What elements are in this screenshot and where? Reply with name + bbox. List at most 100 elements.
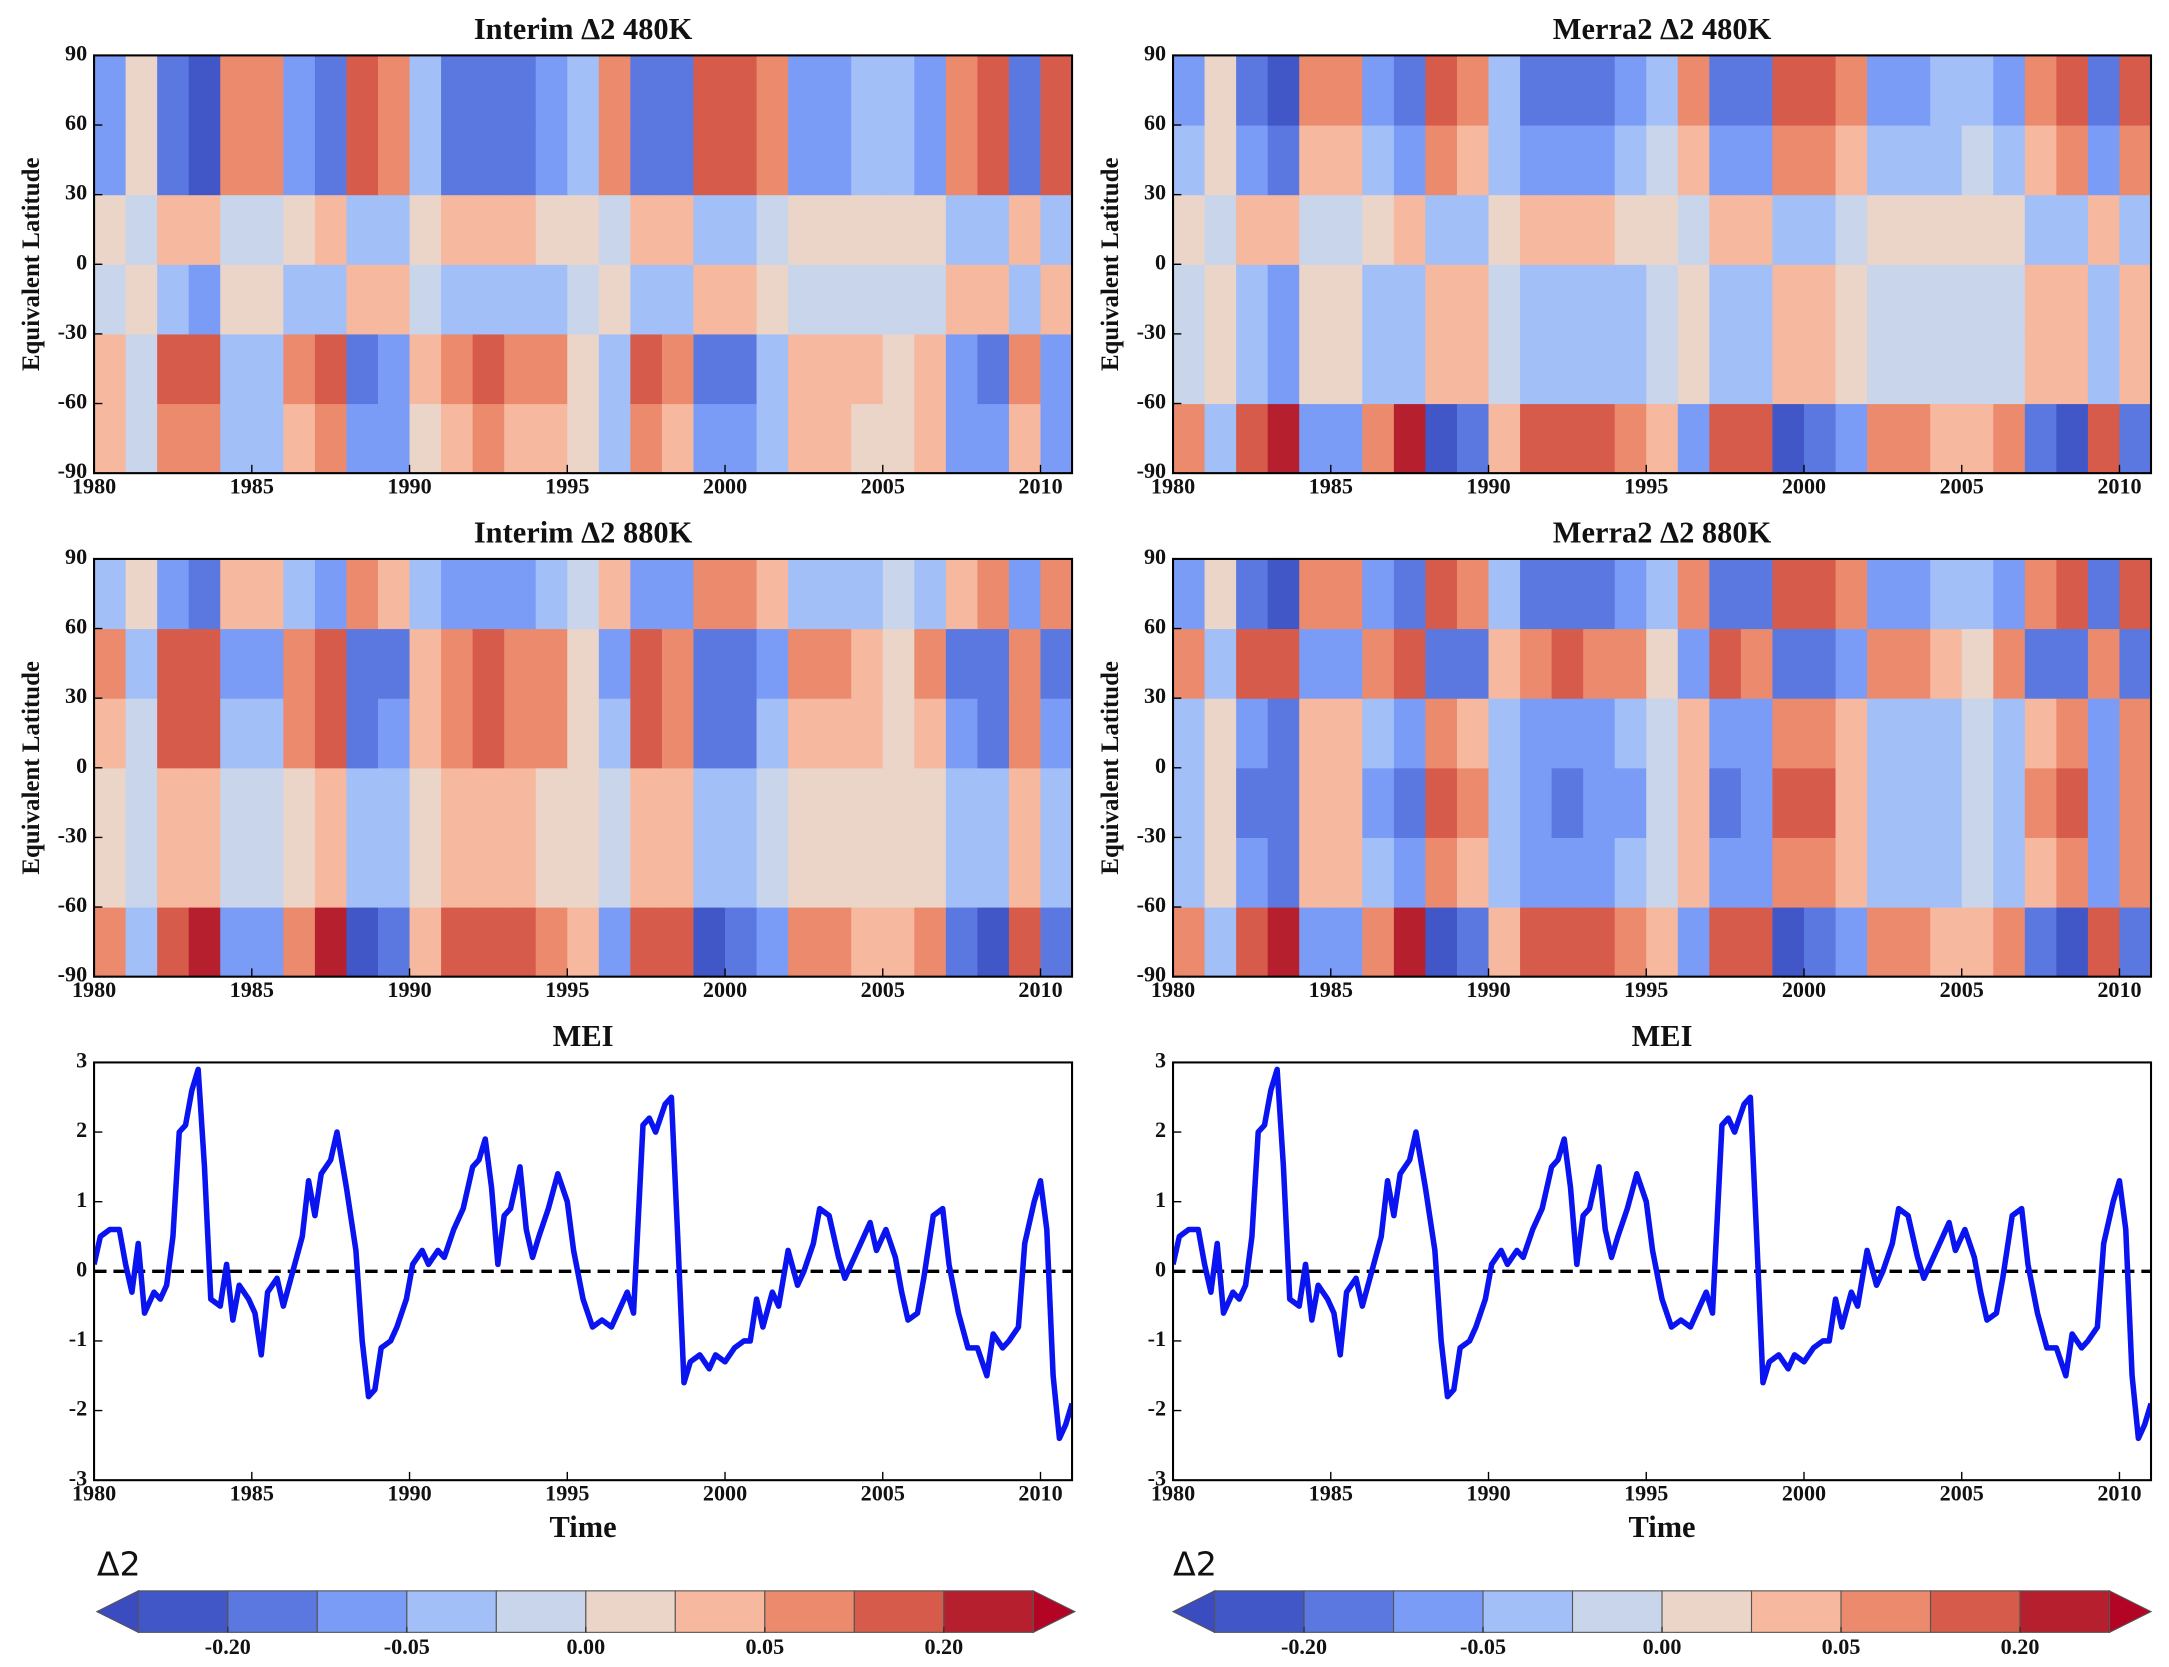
colorbar-tick-label: -0.20 — [1281, 1634, 1327, 1659]
heat-cell — [788, 837, 821, 908]
heat-cell — [882, 698, 915, 769]
heat-cell — [346, 558, 379, 630]
heat-cell — [788, 403, 821, 474]
heat-cell — [1456, 403, 1490, 474]
heat-cell — [1803, 194, 1837, 265]
heat-cell — [409, 907, 442, 978]
x-tick-label: 2005 — [1940, 473, 1984, 498]
heat-cell — [1488, 558, 1521, 630]
heat-cell — [1393, 125, 1426, 196]
heat-cell — [1772, 125, 1805, 196]
heat-cell — [1803, 558, 1837, 630]
heat-cell — [2056, 333, 2089, 405]
heat-cell — [472, 698, 505, 769]
heat-cell — [1646, 403, 1679, 474]
x-axis-label: Time — [1629, 1510, 1696, 1544]
colorbar-bin — [137, 1590, 229, 1633]
heat-cell — [251, 558, 284, 630]
heat-cell — [1772, 837, 1805, 908]
x-tick-label: 1980 — [1151, 1480, 1195, 1505]
heat-cell — [251, 907, 284, 978]
heat-cell — [567, 698, 600, 769]
heat-cell — [882, 403, 915, 474]
heat-cell — [377, 767, 411, 838]
heat-cell — [1583, 125, 1616, 196]
heat-cell — [567, 558, 600, 630]
heat-cell — [945, 558, 978, 630]
heat-cell — [2056, 767, 2089, 838]
heat-cell — [851, 194, 884, 265]
heat-cell — [409, 558, 442, 630]
heat-cell — [1835, 837, 1868, 908]
heat-cell — [1040, 837, 1073, 908]
heat-cell — [1173, 194, 1206, 265]
heat-cell — [630, 194, 663, 265]
heat-cell — [851, 333, 884, 405]
colorbar-bin — [1213, 1590, 1305, 1633]
heat-cell — [157, 55, 190, 126]
y-tick-label: -2 — [69, 1396, 87, 1421]
heat-cell — [1204, 907, 1237, 978]
heat-cell — [1677, 125, 1710, 196]
y-tick-label: -3 — [69, 1465, 87, 1490]
heat-cell — [1425, 767, 1458, 838]
heat-cell — [125, 125, 158, 196]
heat-cell — [1898, 837, 1931, 908]
heat-cell — [1740, 194, 1773, 265]
heat-cell — [693, 907, 726, 978]
heat-cell — [693, 628, 726, 699]
heat-cell — [1646, 264, 1679, 335]
x-tick-label: 1980 — [1151, 473, 1195, 498]
y-tick-label: -30 — [1137, 319, 1166, 344]
heat-cell — [1930, 403, 1963, 474]
heat-cell — [1393, 264, 1426, 335]
heat-cell — [914, 907, 947, 978]
y-tick-label: 90 — [1144, 544, 1166, 569]
data-line — [94, 1066, 1073, 1442]
heat-cell — [251, 628, 284, 699]
heat-cell — [220, 333, 253, 405]
heat-cell — [693, 837, 726, 908]
x-tick-label: 2000 — [703, 1480, 747, 1505]
heat-cell — [94, 55, 127, 126]
heat-cell — [1425, 698, 1458, 769]
heat-cell — [725, 403, 758, 474]
heat-cell — [788, 628, 821, 699]
heat-cell — [314, 125, 348, 196]
heat-cell — [945, 698, 978, 769]
y-tick-label: -60 — [1137, 389, 1166, 414]
heat-cell — [693, 125, 726, 196]
heat-cell — [1236, 907, 1269, 978]
heat-cell — [2087, 837, 2121, 908]
heat-cell — [851, 767, 884, 838]
heat-cell — [2119, 907, 2152, 978]
heat-cell — [661, 558, 695, 630]
heat-cell — [472, 403, 505, 474]
heat-cell — [1488, 628, 1521, 699]
heat-cell — [188, 403, 221, 474]
heat-cell — [1330, 333, 1363, 405]
heat-cell — [598, 55, 631, 126]
heat-cell — [1993, 907, 2026, 978]
heat-cell — [220, 125, 253, 196]
heat-cell — [1772, 698, 1805, 769]
y-axis-label: Equivalent Latitude — [18, 661, 45, 875]
y-tick-label: -30 — [1137, 822, 1166, 847]
colorbar-bin — [585, 1590, 676, 1633]
heat-cell — [1993, 558, 2026, 630]
heat-cell — [1456, 125, 1490, 196]
heat-cell — [220, 194, 253, 265]
heat-cell — [314, 767, 348, 838]
heat-cell — [693, 767, 726, 838]
heat-cell — [788, 194, 821, 265]
heat-cell — [1362, 907, 1395, 978]
heat-cell — [1803, 333, 1837, 405]
heat-cell — [2024, 767, 2057, 838]
heat-cell — [125, 55, 158, 126]
heat-cell — [188, 333, 221, 405]
heat-cell — [725, 837, 758, 908]
heat-cell — [598, 333, 631, 405]
heat-cell — [346, 628, 379, 699]
heat-cell — [693, 55, 726, 126]
y-tick-label: -90 — [58, 962, 88, 987]
